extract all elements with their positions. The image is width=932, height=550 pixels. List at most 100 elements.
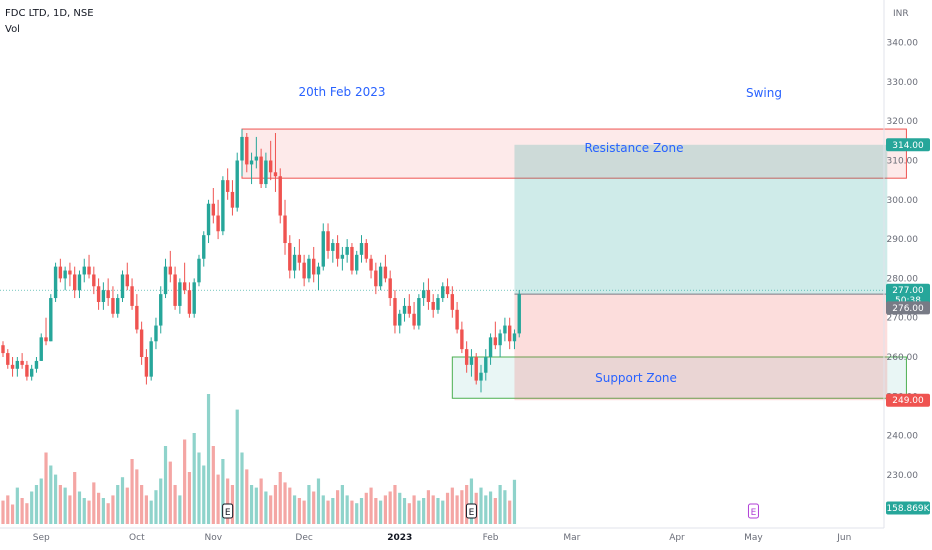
volume-bar (6, 495, 10, 524)
x-tick-label: Oct (129, 533, 145, 543)
volume-bar (264, 491, 268, 524)
volume-bar (163, 446, 168, 524)
resistance-zone-box (241, 128, 907, 179)
candle-body (417, 298, 421, 326)
x-tick-label: Nov (205, 533, 223, 543)
x-tick-label: Dec (295, 533, 312, 543)
candle-body (307, 258, 311, 279)
candle-body (235, 160, 239, 208)
y-tick-label: 340.00 (887, 39, 919, 49)
candle-body (503, 325, 507, 334)
candle-body (44, 337, 48, 342)
candle-body (25, 364, 29, 377)
volume-bar (125, 487, 129, 524)
volume-bar (187, 472, 192, 524)
candle-body (197, 258, 201, 283)
candle-body (498, 333, 502, 346)
volume-bar (87, 500, 91, 524)
candle-body (469, 357, 474, 365)
candle-body (345, 246, 349, 255)
volume-bar (407, 503, 411, 524)
volume-bar (235, 409, 239, 524)
candle-body (154, 325, 158, 342)
volume-bar (436, 498, 440, 524)
y-tick-label: 270.00 (887, 314, 919, 324)
earnings-marker (222, 503, 234, 519)
x-tick-label: Mar (563, 533, 580, 543)
volume-bar (426, 490, 431, 524)
volume-bar (350, 500, 354, 524)
volume-bar (49, 465, 53, 524)
candle-body (374, 270, 378, 287)
y-tick-label: 290.00 (887, 235, 919, 245)
volume-bar (273, 485, 278, 524)
y-tick-label: 230.00 (887, 471, 919, 481)
candle-body (388, 278, 392, 299)
candle-body (130, 286, 134, 306)
candle-body (111, 298, 115, 314)
candle-body (283, 215, 287, 244)
date-annotation: 20th Feb 2023 (299, 85, 386, 99)
volume-bar (34, 485, 39, 524)
volume-bar (216, 474, 220, 524)
volume-bar (68, 495, 72, 524)
volume-bar (297, 498, 301, 524)
candle-body (364, 243, 368, 259)
volume-bar (331, 498, 335, 524)
x-tick-label: Sep (33, 533, 50, 543)
price-tag (886, 138, 930, 152)
volume-bar (493, 498, 497, 524)
volume-bar (431, 495, 435, 524)
candle-body (225, 180, 230, 192)
candle-body (82, 266, 86, 275)
candle-body (159, 294, 163, 326)
volume-bar (140, 485, 144, 524)
volume-bar (226, 478, 230, 524)
candle-body (493, 337, 498, 346)
volume-bar (321, 495, 325, 524)
volume-bar (211, 446, 215, 524)
volume-bar (312, 491, 316, 524)
volume-bar (10, 504, 15, 524)
y-tick-label: 330.00 (887, 78, 919, 88)
candle-body (68, 270, 72, 275)
candle-body (63, 270, 67, 279)
candle-body (49, 298, 53, 342)
volume-bar (154, 490, 158, 524)
candle-body (393, 298, 397, 326)
candle-body (230, 191, 235, 208)
candle-body (192, 282, 196, 314)
volume-bar (245, 469, 249, 524)
candle-body (39, 337, 43, 361)
candle-body (173, 274, 177, 306)
symbol-title: FDC LTD, 1D, NSE (5, 8, 94, 19)
volume-bar (412, 495, 416, 524)
candle-body (479, 372, 483, 381)
volume-bar (498, 485, 502, 524)
resistance-zone-label: Resistance Zone (584, 141, 683, 155)
candle-body (412, 313, 416, 326)
volume-bar (479, 487, 483, 524)
candle-body (312, 258, 316, 275)
price-tag-text: 276.00 (892, 304, 924, 314)
candle-body (53, 266, 58, 299)
candle-body (340, 254, 345, 259)
candle-body (240, 136, 244, 161)
volume-bar (183, 439, 187, 524)
volume-bar (202, 465, 206, 524)
candle-body (278, 176, 282, 216)
candle-body (139, 329, 144, 357)
price-tag-text: 158.869K (886, 504, 930, 514)
candle-body (383, 266, 388, 279)
volume-indicator-label: Vol (5, 24, 20, 35)
volume-bar (369, 487, 373, 524)
volume-bar (144, 495, 148, 524)
price-tag-text: 314.00 (892, 141, 924, 151)
volume-bar (388, 491, 392, 524)
volume-bar (1, 500, 5, 524)
volume-bar (130, 459, 134, 524)
earnings-marker (465, 503, 477, 519)
volume-bar (359, 498, 364, 524)
candle-body (355, 254, 359, 271)
